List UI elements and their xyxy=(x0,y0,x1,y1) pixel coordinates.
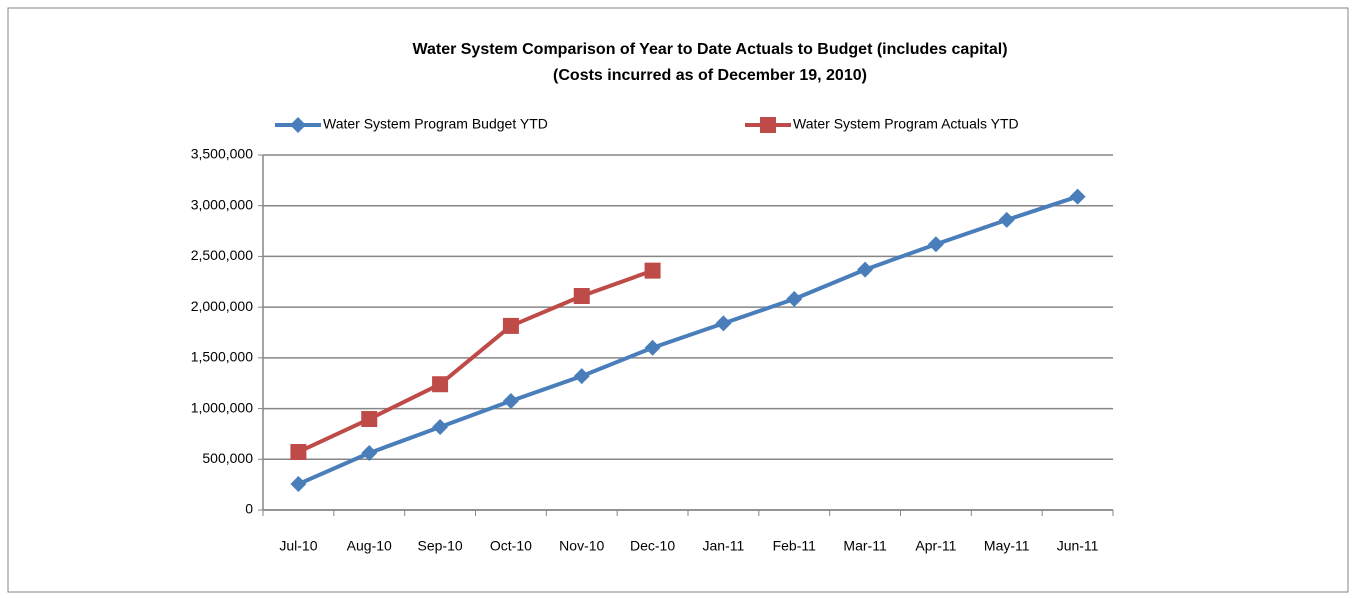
data-point xyxy=(715,315,732,332)
x-tick-label: Jan-11 xyxy=(703,538,745,554)
data-point xyxy=(998,211,1015,228)
y-tick-label: 1,000,000 xyxy=(191,399,253,415)
x-tick-label: Feb-11 xyxy=(773,538,817,554)
data-point xyxy=(290,443,307,460)
y-tick-label: 1,500,000 xyxy=(191,349,253,365)
legend-marker xyxy=(760,117,776,133)
data-point xyxy=(644,339,661,356)
data-point xyxy=(432,419,449,436)
chart-title: Water System Comparison of Year to Date … xyxy=(412,41,1007,58)
data-point xyxy=(361,444,378,461)
data-point xyxy=(786,291,803,308)
legend-label: Water System Program Actuals YTD xyxy=(793,116,1019,132)
series-line xyxy=(297,268,654,454)
chart-subtitle: (Costs incurred as of December 19, 2010) xyxy=(553,67,867,84)
y-tick-label: 0 xyxy=(245,501,253,517)
y-tick-label: 2,000,000 xyxy=(191,298,253,314)
x-tick-label: Jun-11 xyxy=(1057,538,1099,554)
data-point xyxy=(644,262,661,279)
data-point xyxy=(927,236,944,253)
y-tick-label: 2,500,000 xyxy=(191,247,253,263)
data-point xyxy=(361,411,378,428)
chart-border xyxy=(7,7,1349,593)
x-tick-label: Apr-11 xyxy=(915,538,956,554)
data-point xyxy=(1069,188,1086,205)
data-point xyxy=(573,287,590,304)
x-tick-label: Mar-11 xyxy=(843,538,887,554)
data-point xyxy=(857,261,874,278)
data-point xyxy=(432,376,449,393)
series-line xyxy=(297,194,1079,486)
y-tick-label: 3,500,000 xyxy=(191,146,253,162)
x-tick-label: Aug-10 xyxy=(347,538,392,554)
x-tick-label: Oct-10 xyxy=(490,538,532,554)
data-point xyxy=(573,368,590,385)
y-tick-label: 500,000 xyxy=(202,450,253,466)
x-tick-label: May-11 xyxy=(984,538,1030,554)
legend-marker xyxy=(290,117,306,133)
data-point xyxy=(290,476,307,493)
legend-label: Water System Program Budget YTD xyxy=(323,116,548,132)
x-tick-label: Sep-10 xyxy=(418,538,463,554)
x-tick-label: Jul-10 xyxy=(279,538,317,554)
x-tick-label: Nov-10 xyxy=(559,538,604,554)
data-point xyxy=(502,317,519,334)
y-tick-label: 3,000,000 xyxy=(191,196,253,212)
data-point xyxy=(502,392,519,409)
x-tick-label: Dec-10 xyxy=(630,538,675,554)
